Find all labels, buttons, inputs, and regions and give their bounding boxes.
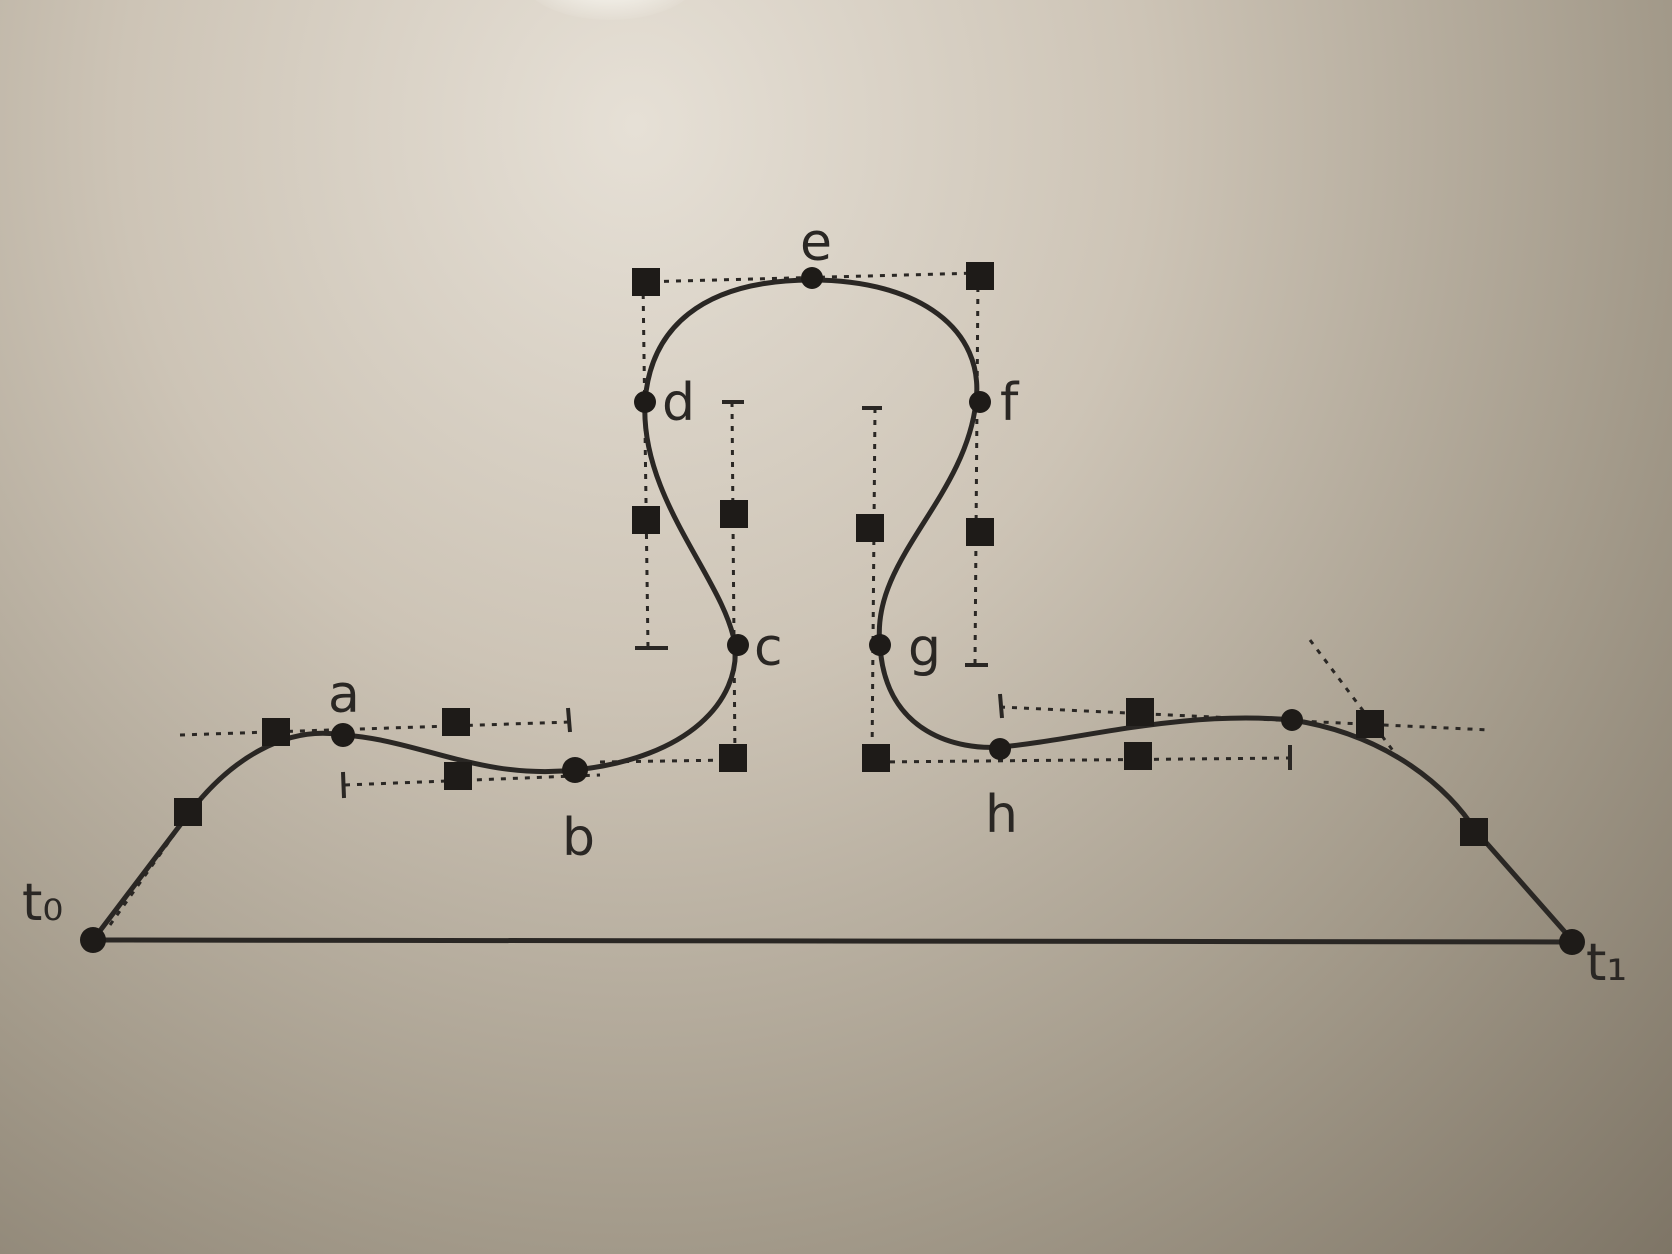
anchor-point-b bbox=[562, 757, 588, 783]
label-h: h bbox=[985, 785, 1018, 845]
anchor-point-e bbox=[801, 267, 823, 289]
handle-line-a bbox=[179, 720, 571, 737]
anchor-point-d bbox=[634, 391, 656, 413]
label-t0: t₀ bbox=[22, 873, 63, 933]
baseline bbox=[90, 937, 1575, 945]
anchor-point-f bbox=[969, 391, 991, 413]
anchor-point-i bbox=[1281, 709, 1303, 731]
label-a: a bbox=[328, 665, 360, 725]
control-point-square bbox=[442, 708, 470, 736]
handle-line-d-left bbox=[641, 281, 650, 649]
control-points bbox=[174, 262, 1488, 846]
anchor-point-h bbox=[989, 738, 1011, 760]
control-point-square bbox=[262, 718, 290, 746]
handle-line-c bbox=[730, 401, 737, 761]
bezier-curve bbox=[90, 277, 1575, 943]
control-point-square bbox=[862, 744, 890, 772]
label-f: f bbox=[1000, 373, 1020, 433]
anchor-point-t0 bbox=[80, 927, 106, 953]
label-g: g bbox=[908, 618, 941, 678]
anchor-point-c bbox=[727, 634, 749, 656]
handle-line-g bbox=[870, 407, 877, 761]
anchor-point-a bbox=[331, 723, 355, 747]
control-point-square bbox=[1460, 818, 1488, 846]
control-point-square bbox=[966, 518, 994, 546]
handle-line-h bbox=[877, 756, 1291, 764]
handle-line-b bbox=[344, 773, 601, 787]
control-point-square bbox=[632, 268, 660, 296]
control-point-square bbox=[1356, 710, 1384, 738]
handle-line-b-right bbox=[599, 758, 731, 764]
control-point-square bbox=[1124, 742, 1152, 770]
handle-line-i bbox=[999, 705, 1491, 732]
handle-line-i-diag bbox=[1308, 639, 1402, 761]
control-point-square bbox=[720, 500, 748, 528]
control-point-square bbox=[856, 514, 884, 542]
control-point-square bbox=[444, 762, 472, 790]
control-point-square bbox=[632, 506, 660, 534]
label-e: e bbox=[800, 213, 832, 273]
label-t1: t₁ bbox=[1586, 933, 1627, 993]
anchor-points bbox=[80, 267, 1585, 955]
handle-line-f-right bbox=[973, 274, 980, 666]
control-point-square bbox=[1126, 698, 1154, 726]
anchor-point-t1 bbox=[1559, 929, 1585, 955]
tick-marks bbox=[341, 400, 1292, 799]
label-b: b bbox=[562, 808, 595, 868]
label-d: d bbox=[662, 373, 695, 433]
control-point-square bbox=[966, 262, 994, 290]
label-c: c bbox=[754, 618, 783, 678]
anchor-point-g bbox=[869, 634, 891, 656]
handle-lines bbox=[108, 271, 1574, 941]
control-point-square bbox=[174, 798, 202, 826]
control-point-square bbox=[719, 744, 747, 772]
